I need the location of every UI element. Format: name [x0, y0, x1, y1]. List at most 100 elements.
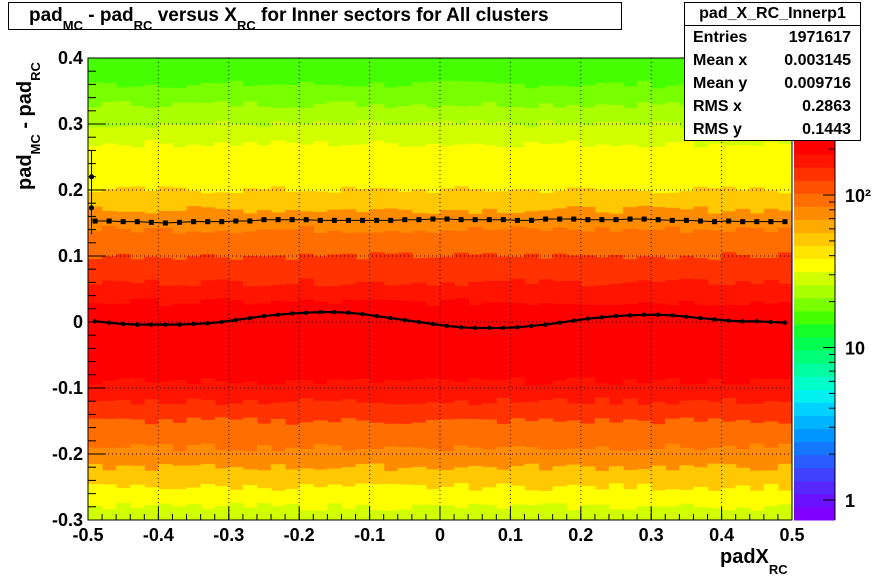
x-tick-label: 0.3: [639, 525, 664, 545]
data-point-square: [669, 217, 675, 223]
heatmap-cell: [158, 306, 174, 390]
heatmap-cell: [369, 402, 385, 429]
x-axis: -0.5 -0.4 -0.3 -0.2 -0.1 0 0.1 0.2 0.3 0.4 0.5: [72, 507, 805, 545]
heatmap-cell: [566, 140, 582, 198]
heatmap-cell: [256, 445, 272, 476]
data-point-dot: [360, 311, 365, 317]
heatmap-cell: [299, 191, 314, 218]
heatmap-cell: [707, 507, 723, 520]
heatmap-cell: [538, 58, 554, 93]
color-scale-swatch: [794, 245, 835, 260]
heatmap-cell: [608, 283, 624, 311]
heatmap-cell: [468, 378, 483, 410]
heatmap-cell: [679, 141, 695, 198]
heatmap-cell: [158, 381, 174, 410]
data-point-square: [233, 218, 239, 224]
heatmap-cell: [313, 301, 328, 390]
heatmap-cell: [651, 401, 666, 429]
x-tick-label: -0.5: [72, 525, 103, 545]
heatmap-cell: [397, 484, 413, 515]
heatmap-cell: [369, 422, 385, 456]
heatmap-cell: [242, 213, 258, 238]
heatmap-cell: [130, 507, 145, 520]
heatmap-cell: [242, 58, 258, 93]
heatmap-cell: [735, 485, 751, 515]
heatmap-cell: [749, 301, 765, 390]
color-scale-swatch: [794, 206, 835, 220]
heatmap-cell: [411, 504, 427, 520]
x-tick-label: -0.3: [213, 525, 244, 545]
heatmap-cell: [749, 510, 765, 520]
color-scale-swatch: [794, 389, 835, 403]
heatmap-cell: [608, 384, 624, 410]
heatmap-cell: [355, 58, 371, 93]
heatmap-cell: [454, 81, 469, 113]
heatmap-cell: [285, 143, 300, 198]
heatmap-cell: [144, 58, 159, 93]
data-point-square: [134, 219, 140, 225]
heatmap-cell: [102, 484, 117, 515]
heatmap-cell: [651, 465, 666, 495]
heatmap-cell: [707, 463, 723, 495]
heatmap-cell: [707, 230, 723, 264]
heatmap-cell: [510, 147, 526, 198]
heatmap-cell: [623, 419, 638, 456]
color-scale-swatch: [794, 402, 835, 416]
data-point-square: [782, 219, 788, 225]
data-point-dot: [754, 319, 759, 324]
data-point-dot: [627, 313, 633, 318]
heatmap-cell: [341, 145, 357, 198]
heatmap-cell: [440, 230, 455, 264]
heatmap-cell: [214, 230, 230, 264]
heatmap-cell: [468, 81, 483, 113]
color-scale: 1 10 10²: [794, 141, 871, 521]
heatmap-cell: [566, 377, 582, 410]
heatmap-cell: [228, 502, 244, 520]
heatmap-cell: [397, 252, 413, 291]
data-point-dot: [374, 313, 379, 319]
data-point-dot: [430, 321, 436, 327]
heatmap-cell: [116, 418, 131, 456]
heatmap-cell: [707, 187, 723, 218]
data-point-dot: [515, 325, 520, 330]
data-point-dot: [275, 312, 281, 317]
heatmap-cell: [299, 299, 314, 390]
heatmap-cell: [510, 124, 526, 152]
heatmap-cell: [735, 384, 751, 410]
data-point-dot: [388, 315, 393, 321]
data-point-square: [275, 217, 281, 223]
heatmap-cell: [496, 83, 511, 113]
heatmap-cell: [651, 303, 666, 390]
heatmap-cell: [242, 451, 258, 476]
heatmap-cell: [623, 86, 638, 113]
heatmap-cell: [566, 510, 582, 520]
heatmap-cell: [383, 58, 399, 93]
heatmap-cell: [566, 420, 582, 456]
color-scale-swatch: [794, 376, 835, 390]
heatmap-cell: [228, 467, 244, 495]
heatmap-cell: [285, 229, 300, 264]
heatmap-cell: [454, 144, 469, 198]
heatmap-cell: [158, 285, 174, 311]
x-tick-label: 0.1: [498, 525, 523, 545]
heatmap-cell: [665, 58, 680, 93]
heatmap-cell: [637, 147, 652, 198]
heatmap-cell: [242, 286, 258, 311]
heatmap-cell: [285, 58, 300, 93]
heatmap-cell: [186, 303, 202, 390]
heatmap-cell: [524, 504, 540, 520]
heatmap-cell: [313, 191, 328, 218]
heatmap-cell: [299, 484, 314, 515]
stats-row-rms-x: RMS x 0.2863: [693, 98, 851, 115]
grid: [88, 58, 792, 520]
heatmap-cell: [468, 254, 483, 291]
heatmap-cell: [172, 404, 188, 429]
heatmap-cell: [228, 233, 244, 264]
heatmap-cell: [256, 384, 272, 410]
heatmap-cell: [411, 258, 427, 291]
color-scale-swatch: [794, 350, 835, 364]
heatmap-cell: [228, 419, 244, 456]
heatmap-cell: [242, 417, 258, 456]
heatmap-cell: [411, 146, 427, 198]
title-box: padMC - padRC versus XRC for Inner secto…: [8, 2, 622, 33]
